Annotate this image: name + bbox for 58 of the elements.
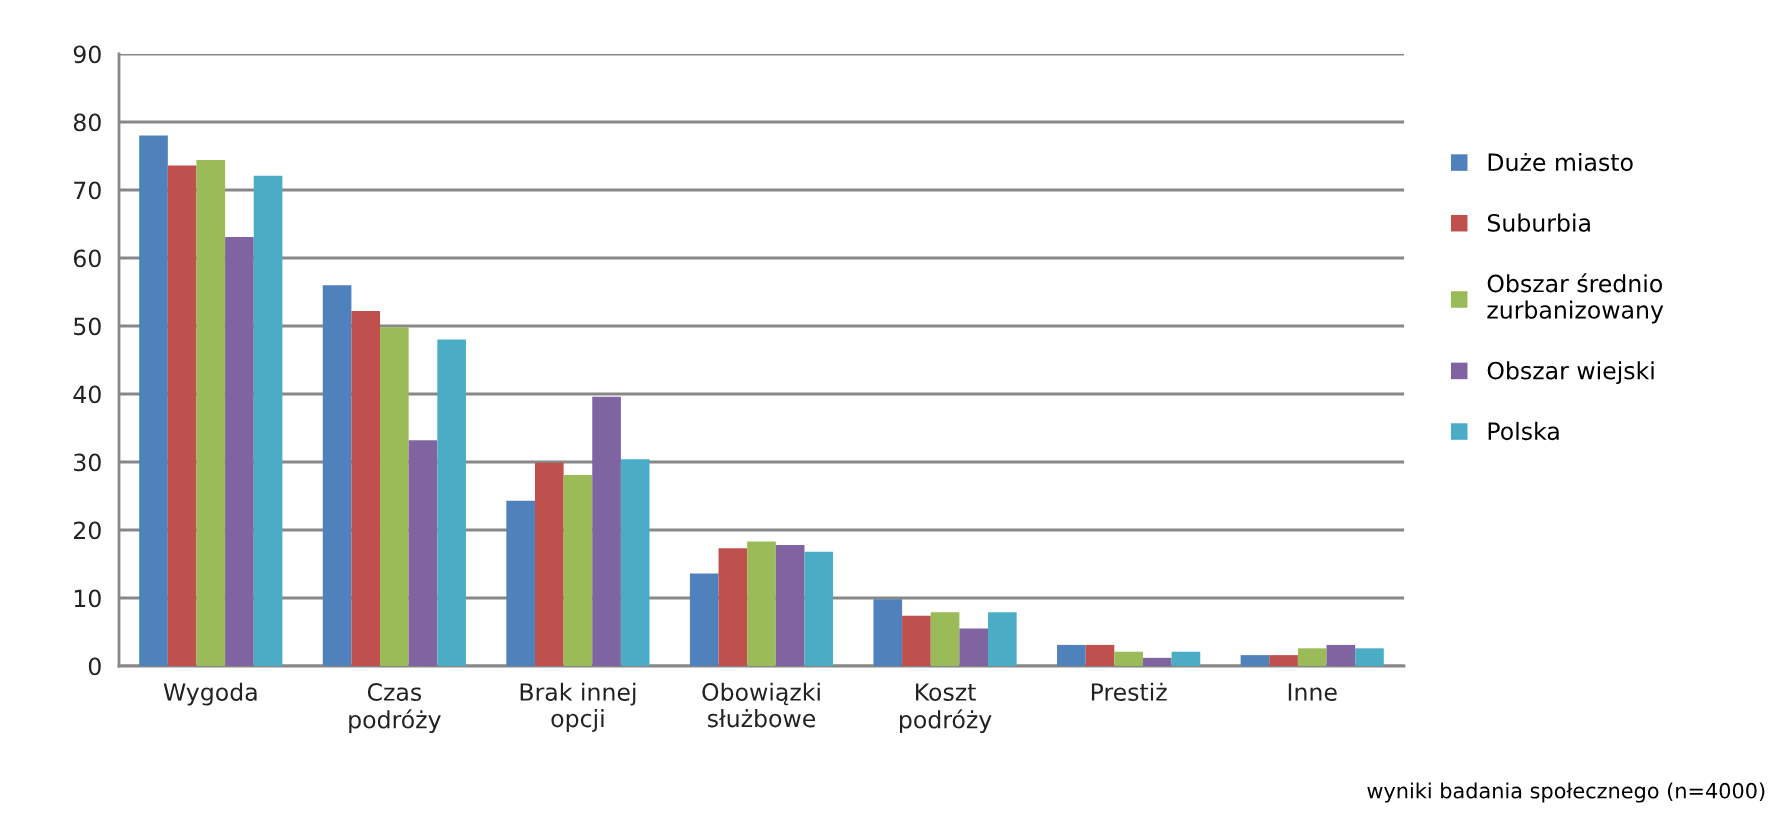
- bar: [139, 135, 168, 666]
- bar: [225, 236, 254, 666]
- bar: [1326, 644, 1356, 666]
- bar: [408, 440, 438, 666]
- bar: [380, 327, 409, 666]
- legend-label: Obszar wiejski: [1487, 361, 1654, 385]
- y-tick-label: 80: [73, 113, 101, 132]
- bar: [1142, 657, 1172, 666]
- bar: [437, 339, 466, 666]
- bar: [1240, 655, 1270, 666]
- x-tick-label: Brak innej opcji: [520, 682, 636, 732]
- legend-label: Duże miasto: [1488, 152, 1633, 172]
- bar: [351, 311, 381, 666]
- bar: [253, 175, 283, 666]
- legend-label: Obszar średnio zurbanizowany: [1487, 273, 1664, 324]
- bar: [1171, 651, 1201, 666]
- y-tick-label: 30: [74, 453, 101, 472]
- bar: [902, 615, 931, 666]
- bar: [620, 459, 650, 666]
- bar: [196, 160, 226, 666]
- bar: [804, 551, 834, 666]
- y-tick-label: 10: [74, 589, 101, 608]
- bar: [1085, 644, 1115, 666]
- bar: [930, 612, 960, 666]
- legend-label: Polska: [1488, 421, 1559, 441]
- legend-label: Suburbia: [1487, 213, 1590, 232]
- bar: [959, 628, 989, 666]
- bar: [592, 396, 621, 666]
- bar: [873, 599, 903, 666]
- y-tick-label: 40: [73, 385, 101, 404]
- bar: [689, 573, 719, 666]
- bar: [775, 544, 805, 666]
- bar: [534, 462, 564, 666]
- bar: [1355, 648, 1384, 666]
- bar: [1114, 651, 1143, 666]
- y-tick-label: 60: [73, 249, 101, 268]
- y-tick-label: 90: [73, 45, 101, 64]
- bar: [988, 612, 1017, 666]
- bar: [1057, 644, 1086, 666]
- bar: [1269, 655, 1298, 666]
- x-tick-label: Prestiż: [1091, 682, 1167, 701]
- y-tick-label: 50: [74, 317, 101, 336]
- bar: [718, 548, 748, 666]
- bar: [747, 541, 776, 666]
- bar: [1297, 648, 1327, 666]
- bar: [563, 474, 593, 666]
- x-tick-label: Wygoda: [163, 682, 257, 706]
- bar: [167, 165, 197, 666]
- y-tick-label: 0: [88, 657, 101, 676]
- x-tick-label: Czas podróży: [349, 683, 441, 734]
- y-tick-label: 20: [74, 521, 101, 540]
- text: wyniki badania społecznego (n=4000): [1367, 782, 1765, 803]
- bar: [322, 285, 352, 666]
- x-tick-label: Inne: [1288, 683, 1337, 701]
- y-tick-label: 70: [74, 181, 101, 200]
- x-tick-label: Koszt podróży: [900, 683, 992, 734]
- bar: [506, 500, 535, 666]
- x-tick-label: Obowiązki służbowe: [702, 682, 820, 728]
